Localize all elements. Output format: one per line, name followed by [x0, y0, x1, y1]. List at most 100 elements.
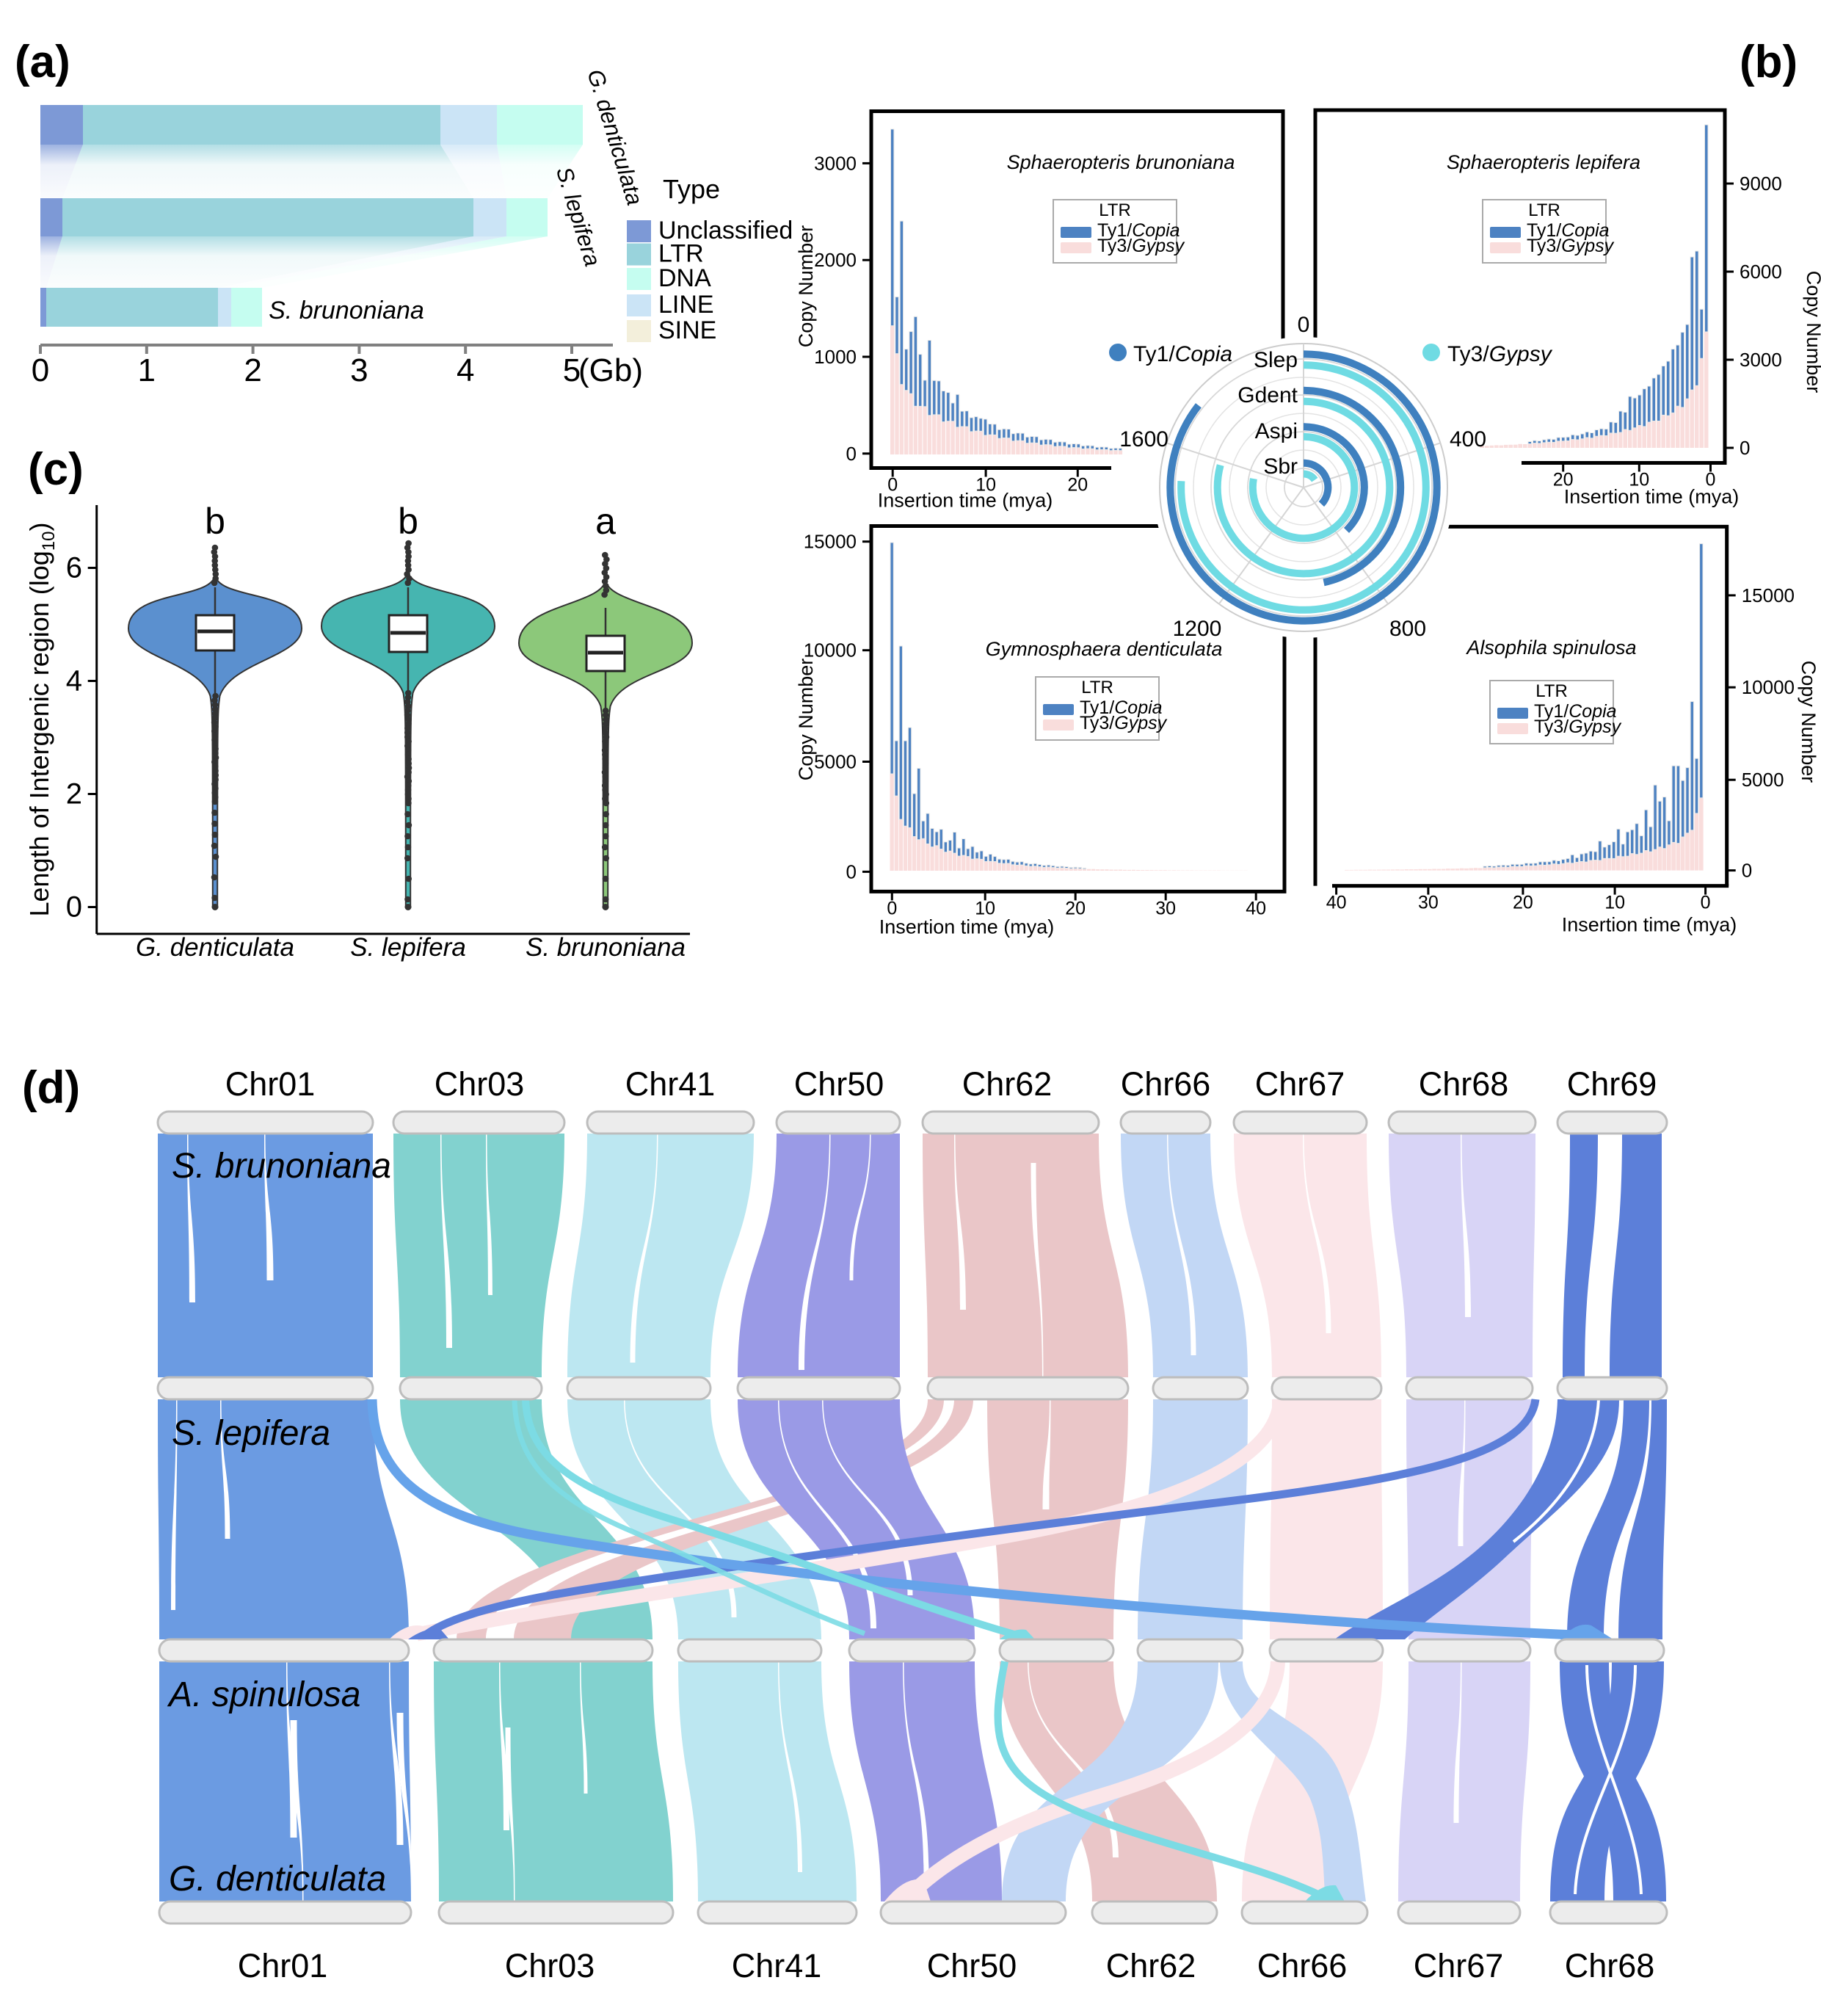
svg-text:Chr50: Chr50: [927, 1947, 1017, 1984]
svg-text:Chr03: Chr03: [505, 1947, 595, 1984]
svg-text:0: 0: [1740, 437, 1750, 459]
svg-text:LTR: LTR: [658, 240, 704, 268]
svg-text:Chr69: Chr69: [1567, 1065, 1657, 1103]
svg-text:400: 400: [1450, 427, 1486, 452]
svg-text:Ty1/Copia: Ty1/Copia: [1133, 342, 1232, 366]
svg-text:Insertion time (mya): Insertion time (mya): [1564, 486, 1740, 508]
svg-text:S. lepifera: S. lepifera: [350, 933, 466, 962]
svg-text:10: 10: [975, 475, 996, 496]
svg-text:Sphaeropteris brunoniana: Sphaeropteris brunoniana: [1007, 151, 1235, 173]
svg-text:40: 40: [1326, 893, 1347, 913]
svg-text:Chr03: Chr03: [435, 1065, 525, 1103]
svg-text:Insertion time (mya): Insertion time (mya): [1562, 914, 1737, 936]
svg-text:Unclassified: Unclassified: [658, 217, 793, 244]
svg-text:1: 1: [138, 352, 156, 388]
svg-text:LTR: LTR: [1099, 200, 1131, 220]
svg-text:LTR: LTR: [1081, 678, 1113, 697]
svg-text:LINE: LINE: [658, 291, 714, 319]
svg-text:Chr62: Chr62: [1106, 1947, 1196, 1984]
svg-text:1600: 1600: [1119, 427, 1168, 452]
svg-text:Chr68: Chr68: [1565, 1947, 1655, 1984]
svg-text:30: 30: [1155, 898, 1176, 918]
svg-text:LTR: LTR: [1528, 200, 1560, 220]
svg-text:Ty1/Copia: Ty1/Copia: [1527, 220, 1610, 241]
svg-text:10: 10: [1604, 893, 1625, 913]
svg-text:Ty1/Copia: Ty1/Copia: [1080, 697, 1163, 718]
svg-text:(d): (d): [22, 1062, 80, 1113]
svg-text:3: 3: [350, 352, 368, 388]
svg-text:Type: Type: [663, 174, 720, 204]
svg-text:Sphaeropteris lepifera: Sphaeropteris lepifera: [1447, 151, 1640, 173]
svg-text:Chr66: Chr66: [1121, 1065, 1211, 1103]
svg-text:Alsophila spinulosa: Alsophila spinulosa: [1465, 637, 1636, 659]
svg-text:20: 20: [1065, 898, 1086, 918]
svg-text:3000: 3000: [1740, 349, 1782, 371]
svg-text:2: 2: [244, 352, 261, 388]
svg-text:Ty3/Gypsy: Ty3/Gypsy: [1534, 717, 1622, 737]
svg-text:20: 20: [1513, 893, 1533, 913]
svg-text:1200: 1200: [1173, 617, 1222, 641]
svg-text:Gdent: Gdent: [1237, 383, 1298, 407]
svg-text:Ty3/Gypsy: Ty3/Gypsy: [1080, 713, 1168, 733]
svg-text:9000: 9000: [1740, 173, 1782, 195]
svg-text:(a): (a): [15, 37, 70, 87]
svg-text:20: 20: [1553, 470, 1574, 490]
svg-text:800: 800: [1389, 617, 1426, 641]
svg-text:0: 0: [887, 475, 898, 496]
svg-text:SINE: SINE: [658, 316, 716, 344]
svg-text:10000: 10000: [804, 639, 857, 661]
svg-text:G. denticulata: G. denticulata: [169, 1860, 386, 1899]
svg-text:Gymnosphaera denticulata: Gymnosphaera denticulata: [986, 638, 1223, 660]
svg-text:Chr66: Chr66: [1257, 1947, 1348, 1984]
svg-text:4: 4: [66, 665, 82, 697]
svg-text:Copy Number: Copy Number: [1803, 271, 1821, 394]
svg-text:0: 0: [1701, 893, 1711, 913]
svg-text:6000: 6000: [1740, 261, 1782, 283]
svg-text:Chr62: Chr62: [962, 1065, 1053, 1103]
svg-text:Sbr: Sbr: [1263, 454, 1298, 479]
svg-text:0: 0: [66, 891, 82, 924]
svg-text:b: b: [205, 501, 225, 542]
svg-text:0: 0: [1706, 470, 1716, 490]
svg-text:Ty3/Gypsy: Ty3/Gypsy: [1527, 236, 1615, 256]
svg-text:Chr41: Chr41: [625, 1065, 716, 1103]
svg-text:Copy Number: Copy Number: [795, 225, 817, 348]
svg-text:A. spinulosa: A. spinulosa: [167, 1675, 361, 1714]
svg-text:10: 10: [975, 898, 995, 918]
svg-text:Aspi: Aspi: [1255, 419, 1298, 443]
svg-text:30: 30: [1418, 893, 1439, 913]
svg-text:10: 10: [1629, 470, 1649, 490]
svg-text:Chr68: Chr68: [1419, 1065, 1509, 1103]
svg-text:Ty1/Copia: Ty1/Copia: [1097, 220, 1180, 241]
svg-text:2000: 2000: [814, 249, 857, 271]
svg-text:1000: 1000: [814, 346, 857, 368]
svg-text:Chr01: Chr01: [225, 1065, 316, 1103]
svg-text:15000: 15000: [804, 531, 857, 553]
svg-text:a: a: [595, 501, 616, 542]
svg-text:15000: 15000: [1742, 584, 1795, 606]
svg-text:3000: 3000: [814, 152, 857, 174]
svg-text:Ty1/Copia: Ty1/Copia: [1534, 701, 1617, 722]
svg-text:b: b: [398, 501, 418, 542]
svg-text:Chr67: Chr67: [1255, 1065, 1345, 1103]
svg-text:S. brunoniana: S. brunoniana: [526, 933, 686, 962]
svg-text:Slep: Slep: [1254, 348, 1298, 372]
svg-text:Copy Number: Copy Number: [1798, 661, 1820, 783]
svg-text:G. denticulata: G. denticulata: [136, 933, 294, 962]
svg-text:(Gb): (Gb): [578, 352, 643, 388]
svg-text:Chr01: Chr01: [238, 1947, 328, 1984]
svg-text:DNA: DNA: [658, 264, 711, 292]
svg-text:0: 0: [846, 443, 857, 465]
svg-text:5: 5: [563, 352, 581, 388]
svg-text:Length of Intergenic region (l: Length of Intergenic region (log10): [24, 522, 59, 916]
svg-text:2: 2: [66, 778, 82, 811]
svg-text:Chr50: Chr50: [794, 1065, 884, 1103]
svg-text:S. brunoniana: S. brunoniana: [269, 297, 424, 324]
svg-text:4: 4: [457, 352, 474, 388]
svg-text:Chr41: Chr41: [732, 1947, 822, 1984]
svg-text:LTR: LTR: [1535, 681, 1568, 701]
svg-text:Copy Number: Copy Number: [795, 659, 817, 781]
svg-text:S. brunoniana: S. brunoniana: [172, 1147, 391, 1186]
svg-text:0: 0: [1742, 860, 1752, 882]
svg-text:Insertion time (mya): Insertion time (mya): [879, 915, 1055, 938]
